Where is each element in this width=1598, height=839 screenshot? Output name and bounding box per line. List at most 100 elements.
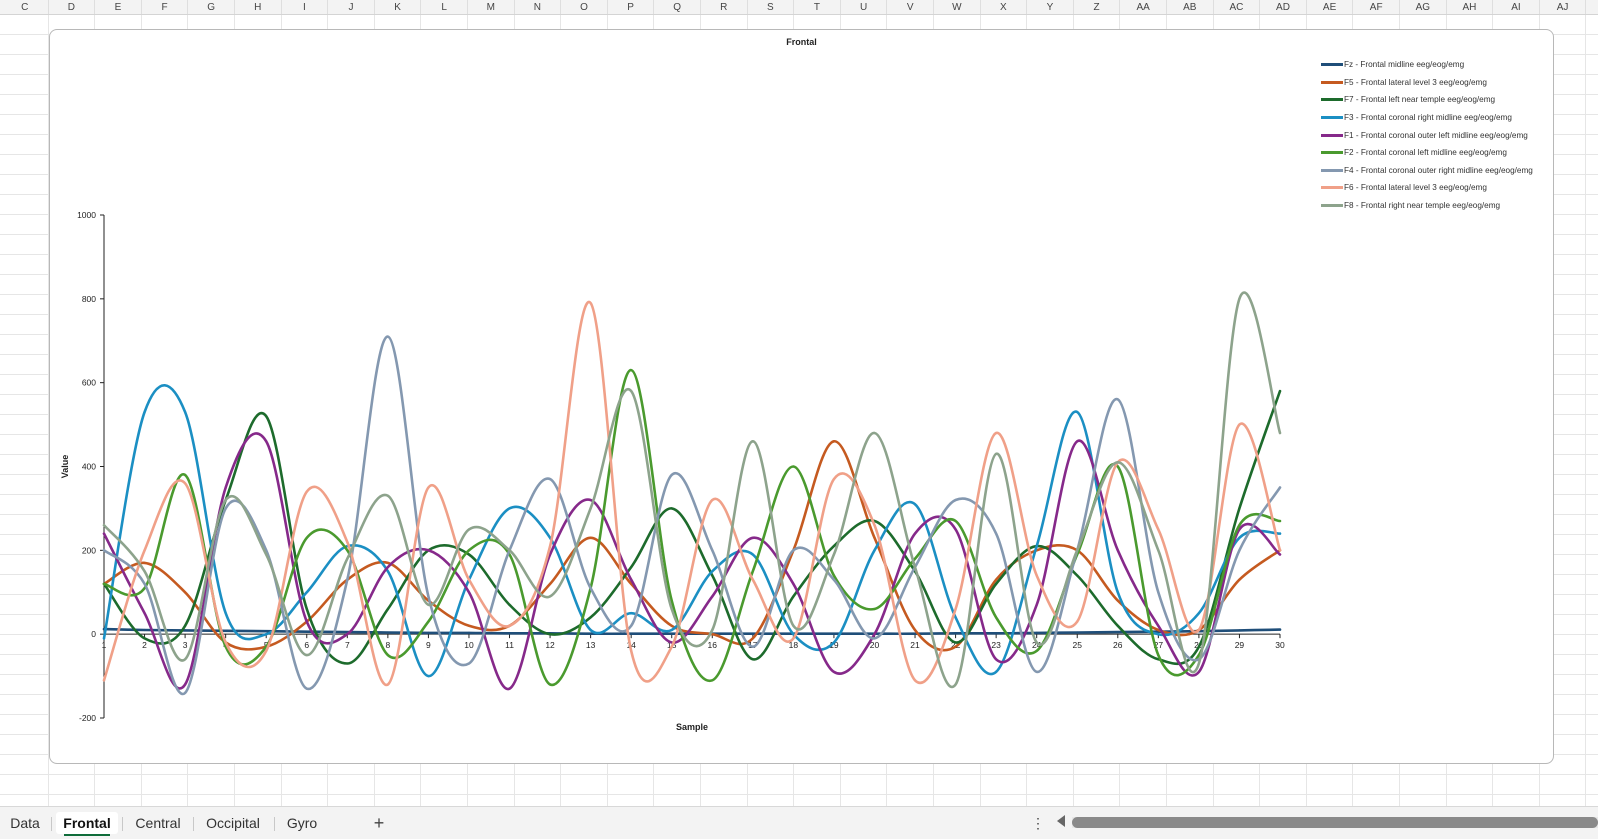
- data-point: [832, 553, 836, 556]
- column-header-ai[interactable]: AI: [1493, 0, 1540, 14]
- horizontal-scrollbar-thumb[interactable]: [1072, 817, 1598, 828]
- data-point: [792, 633, 795, 636]
- data-point: [711, 498, 714, 502]
- tab-occipital[interactable]: Occipital: [206, 815, 260, 831]
- data-point: [184, 658, 187, 661]
- column-header-f[interactable]: F: [142, 0, 189, 14]
- data-point: [873, 633, 876, 636]
- data-point: [832, 670, 836, 674]
- column-header-c[interactable]: C: [2, 0, 49, 14]
- x-tick-label: 17: [748, 640, 758, 650]
- column-header-ag[interactable]: AG: [1400, 0, 1447, 14]
- tab-gyro[interactable]: Gyro: [286, 815, 318, 831]
- column-header-e[interactable]: E: [95, 0, 142, 14]
- column-header-z[interactable]: Z: [1074, 0, 1121, 14]
- data-point: [711, 574, 714, 577]
- column-header-aa[interactable]: AA: [1120, 0, 1167, 14]
- tab-data[interactable]: Data: [10, 815, 40, 831]
- data-point: [711, 679, 714, 682]
- data-point: [913, 557, 917, 560]
- column-header-i[interactable]: I: [282, 0, 329, 14]
- series-line-1: [102, 627, 1282, 636]
- legend-swatch: [1321, 151, 1343, 155]
- column-header-ae[interactable]: AE: [1307, 0, 1354, 14]
- data-point: [913, 679, 917, 682]
- column-header-t[interactable]: T: [794, 0, 841, 14]
- column-header-aj[interactable]: AJ: [1540, 0, 1587, 14]
- column-header-n[interactable]: N: [515, 0, 562, 14]
- column-header-k[interactable]: K: [375, 0, 422, 14]
- data-point: [184, 482, 187, 485]
- data-point: [346, 578, 349, 581]
- legend-item: F6 - Frontal lateral level 3 eeg/eog/emg: [1321, 179, 1549, 197]
- data-point: [265, 553, 268, 556]
- column-header-ad[interactable]: AD: [1260, 0, 1307, 14]
- data-point: [1116, 591, 1119, 594]
- data-point: [1157, 549, 1160, 552]
- column-header-h[interactable]: H: [235, 0, 282, 14]
- data-point: [792, 637, 795, 640]
- tab-central[interactable]: Central: [135, 815, 181, 831]
- column-header-v[interactable]: V: [887, 0, 934, 14]
- data-point: [1035, 631, 1038, 635]
- data-point: [184, 629, 187, 632]
- tab-separator: [193, 817, 194, 831]
- data-point: [184, 683, 187, 686]
- data-point: [1197, 612, 1200, 615]
- data-point: [1076, 440, 1079, 443]
- column-header-y[interactable]: Y: [1027, 0, 1074, 14]
- data-point: [711, 570, 714, 573]
- x-tick-label: 9: [426, 640, 431, 650]
- column-header-l[interactable]: L: [421, 0, 468, 14]
- data-point: [508, 549, 511, 552]
- data-point: [630, 649, 633, 653]
- data-point: [1197, 670, 1200, 674]
- legend-label: F8 - Frontal right near temple eeg/eog/e…: [1344, 201, 1501, 211]
- column-header-q[interactable]: Q: [654, 0, 701, 14]
- column-header-ah[interactable]: AH: [1447, 0, 1494, 14]
- column-header-w[interactable]: W: [934, 0, 981, 14]
- column-header-ab[interactable]: AB: [1167, 0, 1214, 14]
- column-header-x[interactable]: X: [981, 0, 1028, 14]
- data-point: [467, 662, 471, 665]
- data-point: [630, 566, 633, 569]
- add-sheet-icon[interactable]: +: [373, 812, 385, 833]
- column-header-o[interactable]: O: [561, 0, 608, 14]
- tab-frontal[interactable]: Frontal: [56, 812, 118, 836]
- data-point: [1238, 536, 1241, 539]
- data-point: [265, 415, 268, 418]
- data-point: [995, 632, 998, 635]
- more-options-icon[interactable]: ⋮: [1031, 814, 1045, 831]
- data-point: [1116, 465, 1119, 468]
- column-header-s[interactable]: S: [748, 0, 795, 14]
- data-point: [1197, 654, 1200, 657]
- x-tick-label: 7: [345, 640, 350, 650]
- y-tick-label: 800: [82, 294, 96, 304]
- data-point: [305, 687, 308, 690]
- data-point: [711, 595, 714, 598]
- data-point: [832, 578, 836, 581]
- data-point: [467, 528, 471, 531]
- data-point: [954, 528, 957, 531]
- data-point: [630, 390, 633, 393]
- chart-area[interactable]: Frontal -200 0 200 400 600 800 1000 1 2 3 4 5 6 7 8 9 10…: [49, 29, 1554, 764]
- data-point: [792, 465, 795, 468]
- data-point: [1197, 645, 1200, 648]
- data-point: [1197, 628, 1200, 632]
- column-header-d[interactable]: D: [49, 0, 96, 14]
- scroll-left-icon[interactable]: [1057, 815, 1065, 827]
- column-header-j[interactable]: J: [328, 0, 375, 14]
- column-header-r[interactable]: R: [701, 0, 748, 14]
- data-point: [1076, 410, 1079, 414]
- data-point: [346, 549, 349, 552]
- column-header-ac[interactable]: AC: [1214, 0, 1261, 14]
- column-header-u[interactable]: U: [841, 0, 888, 14]
- data-point: [224, 612, 227, 615]
- data-point: [508, 603, 511, 606]
- column-header-p[interactable]: P: [608, 0, 655, 14]
- data-point: [954, 519, 957, 523]
- column-header-g[interactable]: G: [188, 0, 235, 14]
- column-header-m[interactable]: M: [468, 0, 515, 14]
- column-header-af[interactable]: AF: [1353, 0, 1400, 14]
